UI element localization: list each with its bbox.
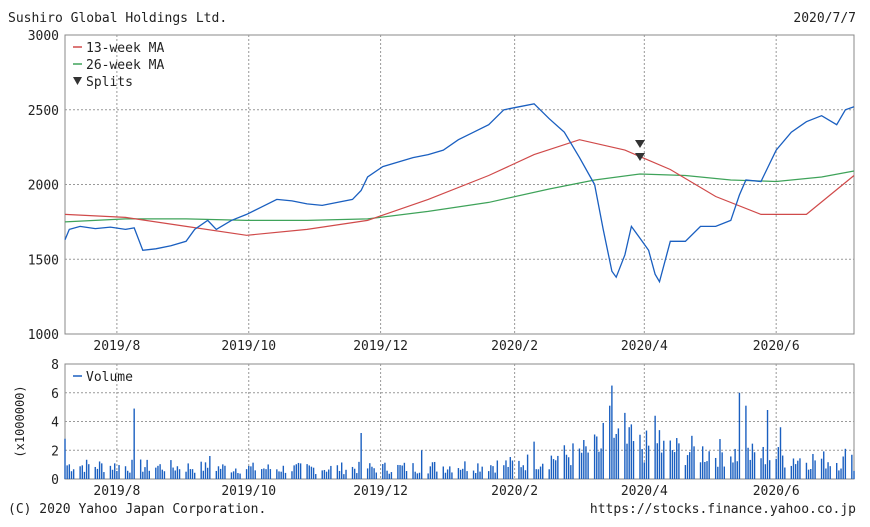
price-line [64, 103, 855, 284]
volume-xtick-label: 2019/10 [221, 484, 276, 499]
price-xtick-label: 2020/2 [491, 339, 538, 354]
source-url: https://stocks.finance.yahoo.co.jp [589, 502, 856, 517]
price-legend: 13-week MA 26-week MA Splits [73, 41, 164, 90]
price-plot-frame [64, 34, 855, 335]
volume-xtick-label: 2020/4 [621, 484, 668, 499]
price-ytick-label: 1000 [28, 328, 59, 343]
volume-xtick-label: 2020/2 [491, 484, 538, 499]
price-ytick-label: 2500 [28, 104, 59, 119]
legend-label: 26-week MA [86, 58, 164, 73]
volume-ytick-label: 0 [51, 473, 59, 488]
legend-label: Splits [86, 75, 133, 90]
price-xtick-label: 2019/12 [353, 339, 408, 354]
price-ytick-label: 3000 [28, 29, 59, 44]
volume-ytick-label: 6 [51, 387, 59, 402]
volume-legend: Volume [73, 370, 133, 385]
copyright: (C) 2020 Yahoo Japan Corporation. [8, 502, 267, 517]
volume-xtick-label: 2020/6 [753, 484, 800, 499]
price-xtick-label: 2020/6 [753, 339, 800, 354]
volume-ytick-label: 2 [51, 444, 59, 459]
volume-axis: 0 2 4 6 8 2019/8 2019/10 2019/12 2020/2 2020/4 202… [13, 358, 800, 499]
company-name: Sushiro Global Holdings Ltd. [8, 11, 228, 26]
volume-bars [64, 385, 855, 479]
ma13-line [64, 139, 855, 236]
split-marker [634, 153, 645, 161]
split-marker [634, 140, 645, 148]
price-axis: 1000 1500 2000 2500 3000 2019/8 2019/10 2019/12… [28, 29, 800, 354]
legend-label: 13-week MA [86, 41, 164, 56]
legend-label-volume: Volume [86, 370, 133, 385]
price-xtick-label: 2019/10 [221, 339, 276, 354]
volume-ylabel: (x1000000) [13, 385, 27, 457]
price-xtick-label: 2019/8 [93, 339, 140, 354]
price-ytick-label: 2000 [28, 179, 59, 194]
volume-xtick-label: 2019/8 [93, 484, 140, 499]
legend-swatch-splits [73, 77, 82, 85]
volume-xtick-label: 2019/12 [353, 484, 408, 499]
price-ytick-label: 1500 [28, 253, 59, 268]
volume-ytick-label: 4 [51, 416, 59, 431]
chart-date: 2020/7/7 [793, 11, 856, 26]
price-xtick-label: 2020/4 [621, 339, 668, 354]
price-grid [64, 34, 855, 335]
price-lines [64, 103, 855, 284]
volume-ytick-label: 8 [51, 358, 59, 373]
